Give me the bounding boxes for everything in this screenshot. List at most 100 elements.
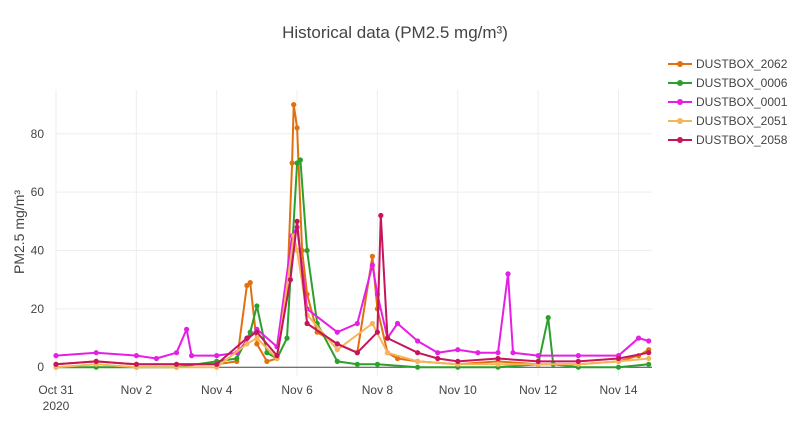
legend-label: DUSTBOX_0006 (696, 76, 788, 90)
y-tick-label: 0 (37, 360, 44, 374)
series-point (455, 347, 461, 353)
series-point (455, 358, 461, 364)
series-point (334, 329, 340, 335)
series-point (334, 341, 340, 347)
series-point (354, 350, 360, 356)
series-point (334, 347, 340, 353)
series-point (415, 358, 421, 364)
legend-item[interactable]: DUSTBOX_2051 (668, 114, 788, 128)
series-point (435, 350, 441, 356)
series-point (615, 355, 622, 362)
y-axis-title: PM2.5 mg/m³ (11, 190, 27, 274)
series-point (415, 338, 421, 344)
series-point (646, 361, 652, 367)
series-point (394, 320, 401, 327)
series-line (55, 103, 650, 366)
series-point (636, 335, 642, 341)
series-point (415, 364, 421, 370)
series-point (247, 329, 253, 335)
series-point (189, 353, 195, 359)
x-tick-label: Nov 12 (519, 383, 557, 397)
y-tick-label: 40 (31, 244, 45, 258)
y-tick-label: 80 (31, 127, 45, 141)
series-point (369, 262, 375, 268)
series-point (244, 335, 250, 341)
x-tick-label: Nov 4 (201, 383, 233, 397)
series-point (495, 355, 501, 362)
series-point (394, 355, 401, 362)
x-tick-label: Oct 31 (38, 383, 74, 397)
x-tick-label: Nov 6 (281, 383, 313, 397)
series-point (646, 350, 652, 356)
series-point (535, 358, 541, 364)
series-point (304, 320, 310, 327)
plot-area (53, 102, 652, 370)
legend-label: DUSTBOX_2062 (696, 57, 788, 71)
series-point (294, 160, 300, 166)
series-point (378, 212, 384, 219)
series-point (646, 338, 652, 344)
legend-item[interactable]: DUSTBOX_2058 (668, 133, 788, 147)
legend-swatch-marker (677, 118, 683, 124)
series-point (254, 335, 260, 341)
series-point (234, 355, 240, 362)
series-point (264, 350, 270, 356)
legend: DUSTBOX_2062 DUSTBOX_0006 DUSTBOX_0001 DUST… (668, 57, 788, 147)
legend-item[interactable]: DUSTBOX_0006 (668, 76, 788, 90)
series-point (304, 247, 310, 254)
x-tick-label: Nov 10 (439, 383, 477, 397)
x-tick-label: Nov 8 (362, 383, 394, 397)
legend-item[interactable]: DUSTBOX_0001 (668, 95, 788, 109)
series-point (247, 280, 253, 286)
series-point (369, 253, 375, 259)
y-tick-labels: 0 20 40 60 80 (31, 127, 45, 374)
series-point (244, 341, 250, 347)
legend-swatch-marker (677, 61, 683, 67)
series-point (274, 353, 280, 359)
series-point (214, 361, 220, 367)
series-point (254, 303, 260, 309)
x-tick-label: Nov 14 (600, 383, 638, 397)
series-point (254, 329, 260, 335)
series-point (214, 353, 220, 359)
series-point (575, 358, 581, 364)
series-point (93, 358, 99, 364)
chart-title: Historical data (PM2.5 mg/m³) (282, 23, 508, 42)
series-point (254, 341, 260, 347)
x-tick-sublabel: 2020 (43, 399, 70, 413)
series-point (535, 353, 541, 359)
series-DUSTBOX_0001 (53, 224, 652, 362)
series-point (575, 353, 581, 359)
legend-item[interactable]: DUSTBOX_2062 (668, 57, 788, 71)
series-point (510, 350, 516, 356)
series-point (291, 102, 297, 108)
legend-swatch-marker (677, 137, 683, 143)
series-point (184, 326, 190, 332)
legend-swatch-marker (677, 99, 683, 105)
y-grid (56, 133, 652, 368)
series-point (297, 157, 303, 163)
series-point (264, 358, 270, 364)
series-point (495, 361, 501, 367)
series-point (646, 355, 652, 362)
series-point (415, 350, 421, 356)
series-point (53, 353, 59, 359)
x-tick-label: Nov 2 (121, 383, 153, 397)
series-point (384, 350, 391, 356)
legend-label: DUSTBOX_2058 (696, 133, 788, 147)
series-point (615, 364, 622, 370)
series-point (289, 160, 295, 166)
series-point (505, 271, 511, 277)
series-point (133, 353, 139, 359)
series-DUSTBOX_2051 (53, 233, 652, 370)
series-point (374, 329, 380, 335)
legend-label: DUSTBOX_2051 (696, 114, 788, 128)
series-point (545, 315, 551, 321)
x-tick-labels: Oct 31 2020 Nov 2 Nov 4 Nov 6 Nov 8 Nov 10 Nov … (38, 383, 638, 413)
series-point (173, 361, 180, 367)
series-point (294, 247, 300, 254)
series-point (495, 350, 501, 356)
series-point (384, 335, 391, 341)
series-point (354, 320, 360, 327)
series-DUSTBOX_2062 (53, 102, 652, 367)
